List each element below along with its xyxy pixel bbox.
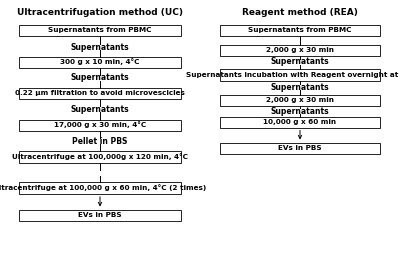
Text: 300 g x 10 min, 4°C: 300 g x 10 min, 4°C <box>60 58 140 66</box>
FancyBboxPatch shape <box>220 117 380 128</box>
Text: Pellet in PBS: Pellet in PBS <box>72 136 128 146</box>
FancyBboxPatch shape <box>19 182 181 194</box>
FancyBboxPatch shape <box>19 56 181 68</box>
Text: Ultracentrifuge at 100,000g x 120 min, 4°C: Ultracentrifuge at 100,000g x 120 min, 4… <box>12 153 188 161</box>
Text: Supernatants: Supernatants <box>71 42 129 52</box>
FancyBboxPatch shape <box>19 151 181 163</box>
Text: Supernatants incubation with Reagent overnight at 4°C: Supernatants incubation with Reagent ove… <box>186 72 400 78</box>
Text: 2,000 g x 30 min: 2,000 g x 30 min <box>266 47 334 53</box>
FancyBboxPatch shape <box>220 142 380 153</box>
Text: Supernatants: Supernatants <box>71 104 129 114</box>
Text: Supernatants: Supernatants <box>271 106 329 116</box>
FancyBboxPatch shape <box>19 119 181 131</box>
Text: EVs in PBS: EVs in PBS <box>78 212 122 218</box>
Text: Ultracentrifugation method (UC): Ultracentrifugation method (UC) <box>17 8 183 17</box>
Text: Supernatants: Supernatants <box>271 57 329 67</box>
Text: Supernatants from PBMC: Supernatants from PBMC <box>248 27 352 33</box>
FancyBboxPatch shape <box>19 24 181 36</box>
FancyBboxPatch shape <box>220 24 380 36</box>
Text: 0.22 µm filtration to avoid microvescicles: 0.22 µm filtration to avoid microvescicl… <box>15 90 185 96</box>
FancyBboxPatch shape <box>19 87 181 99</box>
Text: Supernatants: Supernatants <box>71 73 129 83</box>
Text: Supernatants from PBMC: Supernatants from PBMC <box>48 27 152 33</box>
FancyBboxPatch shape <box>220 44 380 56</box>
FancyBboxPatch shape <box>220 94 380 105</box>
FancyBboxPatch shape <box>220 69 380 81</box>
Text: Ultracentrifuge at 100,000 g x 60 min, 4°C (2 times): Ultracentrifuge at 100,000 g x 60 min, 4… <box>0 185 207 192</box>
Text: 10,000 g x 60 min: 10,000 g x 60 min <box>264 119 336 125</box>
Text: 2,000 g x 30 min: 2,000 g x 30 min <box>266 97 334 103</box>
Text: EVs in PBS: EVs in PBS <box>278 145 322 151</box>
Text: Supernatants: Supernatants <box>271 83 329 91</box>
FancyBboxPatch shape <box>19 210 181 220</box>
Text: 17,000 g x 30 min, 4°C: 17,000 g x 30 min, 4°C <box>54 121 146 129</box>
Text: Reagent method (REA): Reagent method (REA) <box>242 8 358 17</box>
